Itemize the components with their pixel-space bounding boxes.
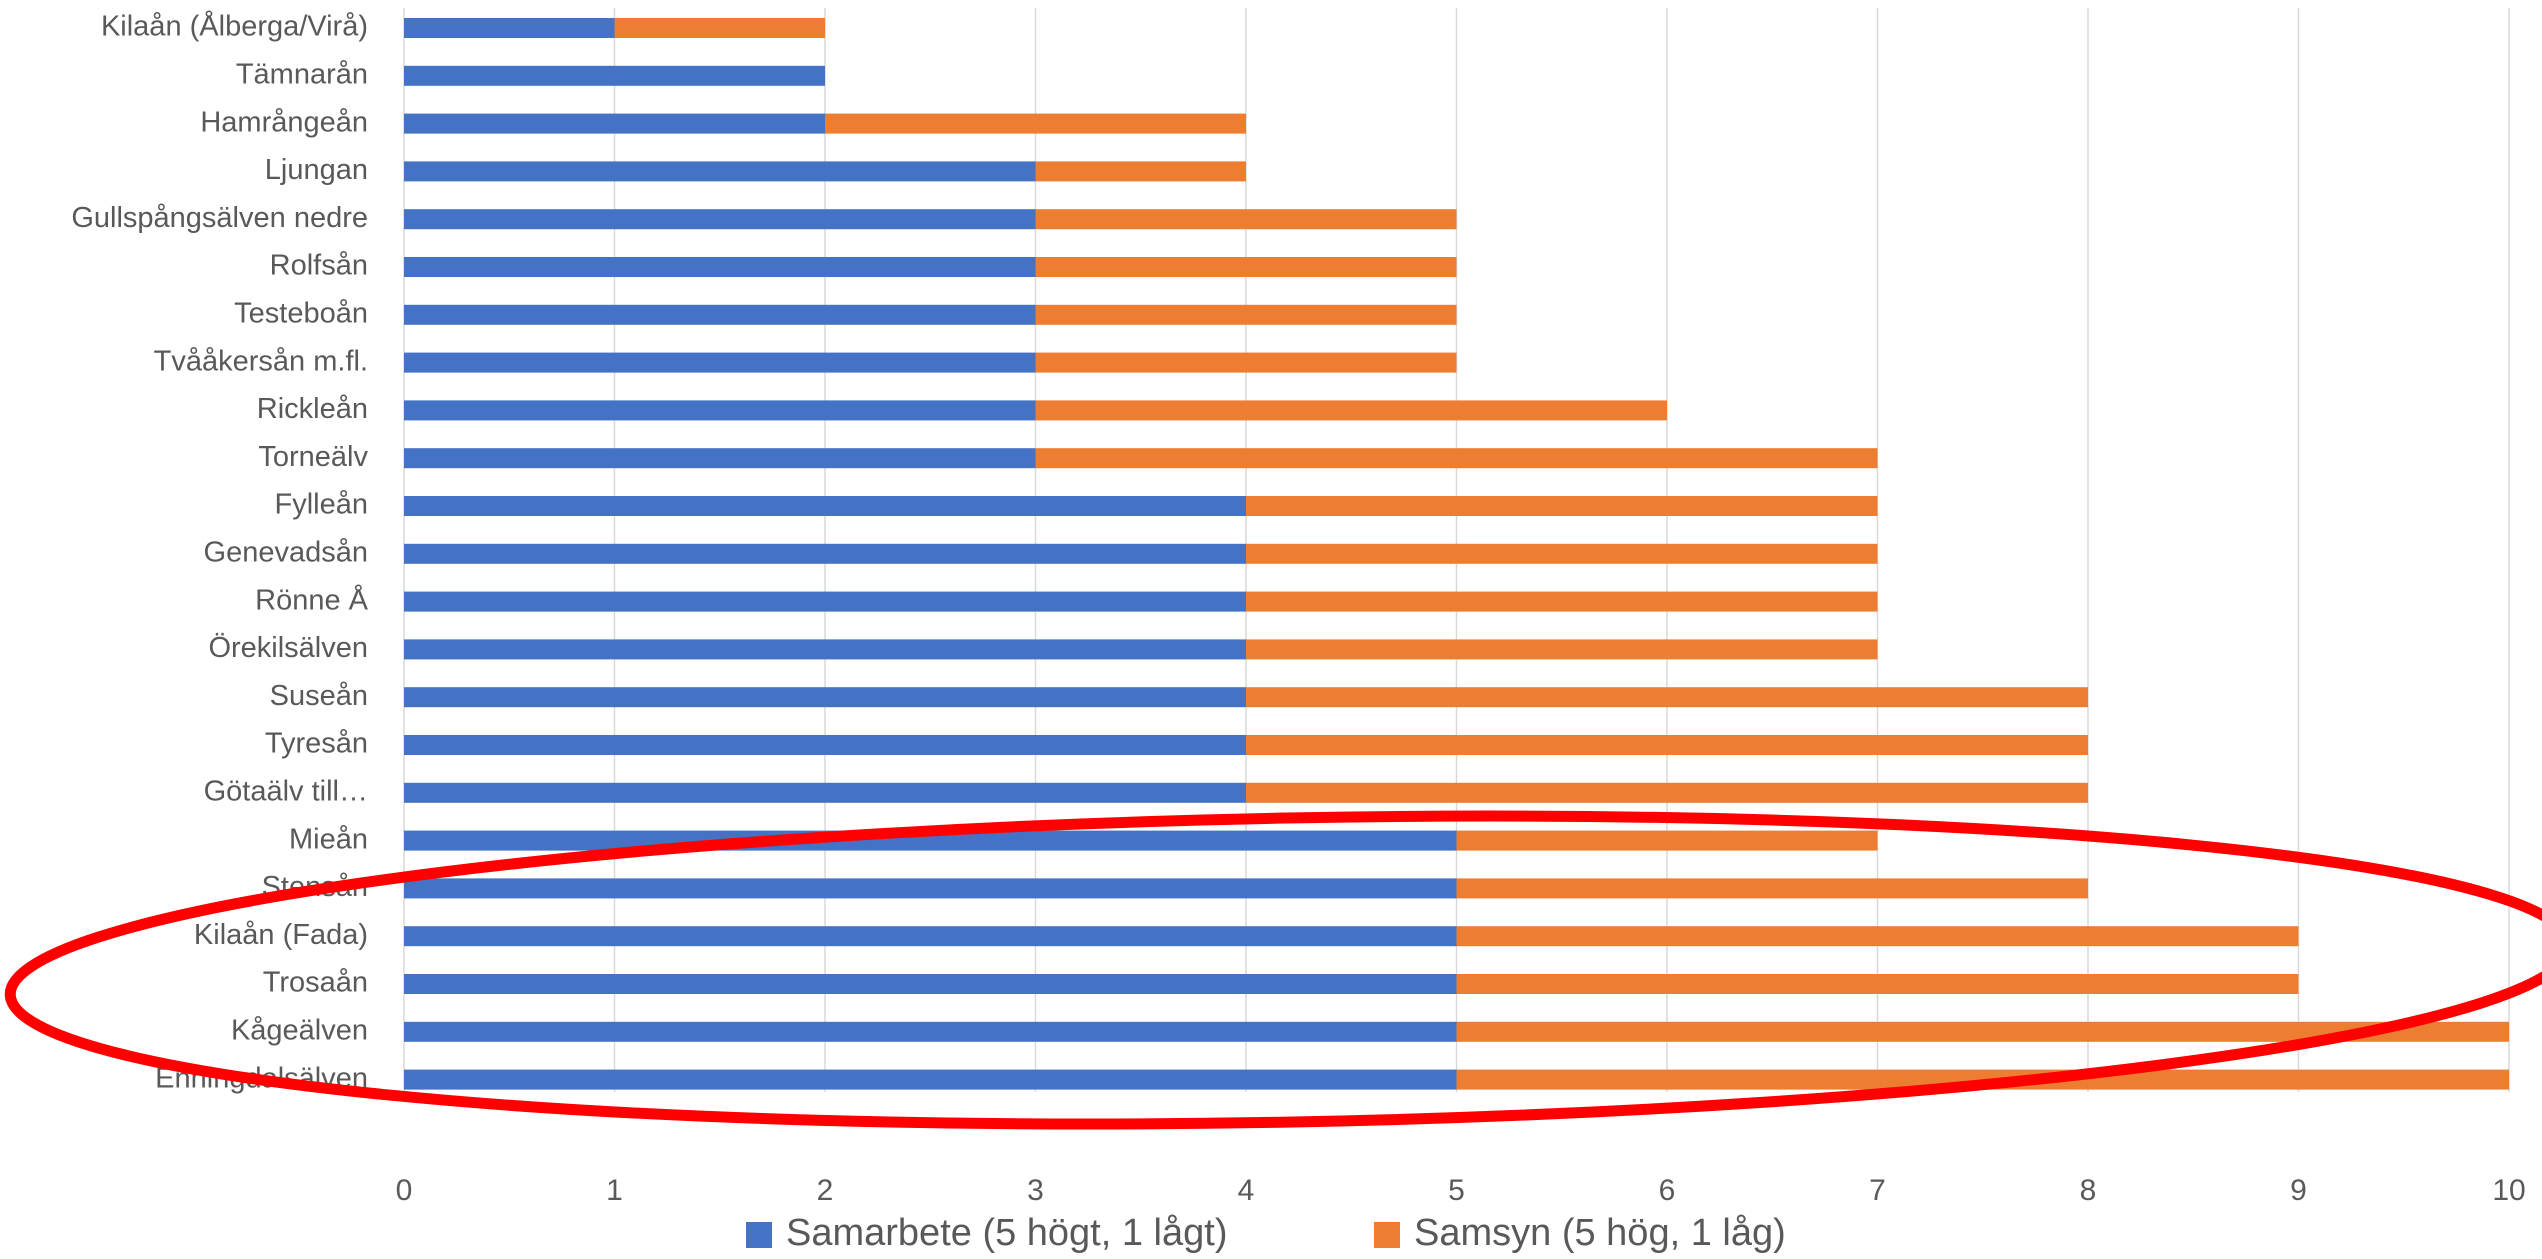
bar-series1-16 xyxy=(404,735,1246,755)
category-label: Rickleån xyxy=(257,393,368,425)
x-tick-label: 9 xyxy=(2290,1174,2307,1207)
bar-series1-19 xyxy=(404,878,1457,899)
bar-series2-8 xyxy=(1035,352,1457,373)
bar-series2-9 xyxy=(1035,400,1667,421)
bar-series2-18 xyxy=(1456,830,1878,851)
category-label: Hamrångeån xyxy=(200,106,368,138)
bar-series2-22 xyxy=(1456,1021,2509,1042)
category-label: Torneälv xyxy=(258,441,368,473)
category-label: Fylleån xyxy=(275,489,369,521)
legend-label-1: Samarbete (5 högt, 1 lågt) xyxy=(786,1212,1227,1254)
bar-series1-14 xyxy=(404,639,1246,660)
category-label: Örekilsälven xyxy=(208,632,368,664)
legend-swatch-1 xyxy=(746,1222,772,1248)
bar-series1-7 xyxy=(404,304,1036,325)
category-label: Götaälv till… xyxy=(204,775,368,807)
bar-series1-8 xyxy=(404,352,1036,373)
bar-series1-10 xyxy=(404,448,1036,469)
bar-series1-12 xyxy=(404,543,1246,564)
bar-series2-11 xyxy=(1246,496,1878,516)
bar-series1-11 xyxy=(404,496,1246,516)
category-label: Tvååkersån m.fl. xyxy=(154,345,368,377)
category-label: Tämnarån xyxy=(236,58,368,90)
bar-series2-14 xyxy=(1246,639,1878,660)
x-tick-label: 3 xyxy=(1027,1174,1044,1207)
bar-series1-5 xyxy=(404,209,1036,230)
bar-series1-9 xyxy=(404,400,1036,421)
x-tick-label: 8 xyxy=(2080,1174,2097,1207)
bar-series1-15 xyxy=(404,687,1246,708)
x-tick-label: 1 xyxy=(606,1174,623,1207)
category-label: Kilaån (Fada) xyxy=(194,919,368,951)
bar-series1-20 xyxy=(404,926,1457,947)
highlight-ellipse xyxy=(4,810,2542,1130)
x-tick-label: 4 xyxy=(1238,1174,1255,1207)
bar-series2-19 xyxy=(1456,878,2088,899)
x-tick-label: 5 xyxy=(1448,1174,1465,1207)
bar-series1-3 xyxy=(404,113,825,134)
legend-swatch-2 xyxy=(1374,1222,1400,1248)
bar-series2-10 xyxy=(1035,448,1878,469)
bar-series2-12 xyxy=(1246,543,1878,564)
bar-series1-23 xyxy=(404,1069,1457,1090)
category-label: Trosaån xyxy=(263,967,368,999)
bar-series2-3 xyxy=(825,113,1246,134)
category-label: Ljungan xyxy=(265,154,368,186)
category-label: Kågeälven xyxy=(231,1014,368,1046)
legend: Samarbete (5 högt, 1 lågt) Samsyn (5 hög,… xyxy=(746,1212,1786,1254)
category-label: Tyresån xyxy=(265,728,368,760)
category-label: Kilaån (Ålberga/Virå) xyxy=(101,10,368,43)
bar-series2-1 xyxy=(614,18,825,38)
highlight-annotation xyxy=(4,810,2542,1130)
bar-series1-1 xyxy=(404,18,615,38)
x-tick-label: 6 xyxy=(1659,1174,1676,1207)
bar-series1-2 xyxy=(404,65,825,86)
category-label: Gullspångsälven nedre xyxy=(71,202,368,234)
category-label: Testeboån xyxy=(234,297,368,329)
x-tick-label: 2 xyxy=(817,1174,834,1207)
legend-label-2: Samsyn (5 hög, 1 låg) xyxy=(1414,1212,1786,1254)
bars xyxy=(404,18,2509,1090)
category-label: Rolfsån xyxy=(270,250,368,282)
bar-series2-7 xyxy=(1035,304,1457,325)
bar-series1-4 xyxy=(404,161,1036,182)
x-tick-label: 0 xyxy=(396,1174,413,1207)
bar-series2-5 xyxy=(1035,209,1457,230)
bar-series1-13 xyxy=(404,591,1246,612)
bar-series2-4 xyxy=(1035,161,1246,182)
category-label: Rönne Å xyxy=(255,583,369,616)
category-label: Suseån xyxy=(270,680,368,712)
x-tick-label: 10 xyxy=(2492,1174,2525,1207)
bar-series1-22 xyxy=(404,1021,1457,1042)
bar-series1-17 xyxy=(404,782,1246,803)
bar-series2-21 xyxy=(1456,974,2299,994)
bar-series2-17 xyxy=(1246,782,2088,803)
bar-series2-13 xyxy=(1246,591,1878,612)
bar-series2-16 xyxy=(1246,735,2088,755)
bar-series2-15 xyxy=(1246,687,2088,708)
bar-series2-20 xyxy=(1456,926,2299,947)
bar-series1-6 xyxy=(404,257,1036,277)
x-axis-tick-labels: 0 1 2 3 4 5 6 7 8 9 10 xyxy=(396,1174,2526,1207)
category-label: Mieån xyxy=(289,823,368,855)
bar-series2-6 xyxy=(1035,257,1457,277)
bar-series1-21 xyxy=(404,974,1457,994)
category-label: Genevadsån xyxy=(204,536,368,568)
x-tick-label: 7 xyxy=(1869,1174,1886,1207)
